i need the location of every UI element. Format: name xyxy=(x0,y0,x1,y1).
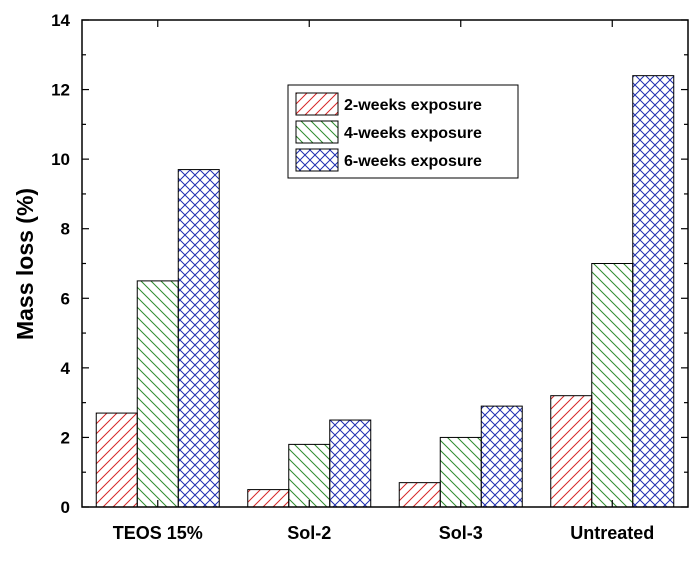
legend-label-1: 2-weeks exposure xyxy=(344,97,482,114)
legend-swatch-3 xyxy=(295,148,339,172)
y-tick-label: 0 xyxy=(61,498,70,517)
y-tick-label: 12 xyxy=(51,81,70,100)
bar-1-series-1 xyxy=(95,412,138,508)
x-ticks-group: TEOS 15% Sol-2 Sol-3 Untreated xyxy=(113,20,654,543)
bar-3-series-2 xyxy=(439,436,482,508)
x-tick-label: Sol-2 xyxy=(287,523,331,543)
bar-4-series-2 xyxy=(591,263,634,508)
x-tick-label: Sol-3 xyxy=(439,523,483,543)
y-ticks-group: 0 2 4 6 8 10 12 14 xyxy=(51,11,688,517)
bar-4-series-1 xyxy=(550,395,593,508)
bar-2-series-1 xyxy=(247,489,290,508)
y-tick-label: 2 xyxy=(61,428,70,447)
bar-2-series-3 xyxy=(329,419,372,508)
legend-swatch-2 xyxy=(295,120,339,144)
bar-1-series-2 xyxy=(136,280,179,508)
bars-group xyxy=(95,75,675,508)
legend-label-3: 6-weeks exposure xyxy=(344,153,482,170)
bar-2-series-2 xyxy=(288,443,331,508)
bar-1-series-3 xyxy=(177,169,220,508)
y-axis-title: Mass loss (%) xyxy=(12,188,38,340)
y-tick-label: 8 xyxy=(61,220,70,239)
y-tick-label: 6 xyxy=(61,289,70,308)
legend: 2-weeks exposure 4-weeks exposure 6-weeks … xyxy=(287,84,519,179)
bar-4-series-3 xyxy=(632,75,675,508)
bar-3-series-1 xyxy=(398,482,441,508)
legend-label-2: 4-weeks exposure xyxy=(344,125,482,142)
legend-swatch-1 xyxy=(295,92,339,116)
x-tick-label: TEOS 15% xyxy=(113,523,203,543)
y-tick-label: 14 xyxy=(51,11,70,30)
y-tick-label: 10 xyxy=(51,150,70,169)
x-tick-label: Untreated xyxy=(570,523,654,543)
y-tick-label: 4 xyxy=(61,359,71,378)
bar-3-series-3 xyxy=(480,405,523,508)
